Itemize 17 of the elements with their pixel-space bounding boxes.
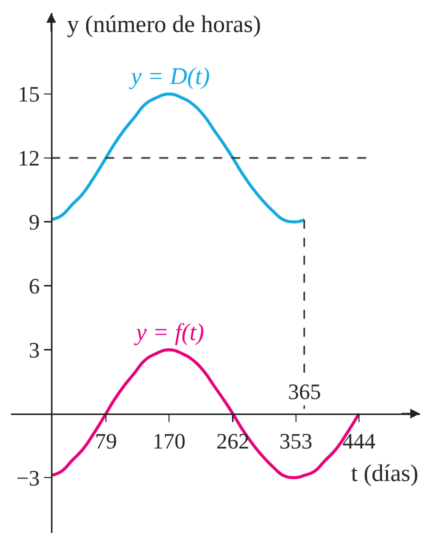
x-tick-label: 353 bbox=[279, 428, 312, 454]
line-series bbox=[50, 92, 306, 224]
y-tick-label: 15 bbox=[18, 82, 40, 107]
y-tick-label: 6 bbox=[28, 273, 40, 298]
series-label: y = f(t) bbox=[134, 320, 204, 346]
annotation: 365 bbox=[288, 379, 321, 404]
y-axis-title: y (número de horas) bbox=[67, 12, 261, 38]
series-label: y = D(t) bbox=[129, 64, 210, 90]
x-axis-title: t (días) bbox=[351, 461, 418, 487]
y-tick-label: 12 bbox=[18, 146, 40, 171]
y-tick-label: 3 bbox=[28, 337, 40, 362]
x-tick-label: 262 bbox=[216, 428, 250, 454]
y-tick-label: −3 bbox=[16, 465, 40, 490]
y-tick-label: 9 bbox=[28, 210, 40, 235]
x-tick-label: 170 bbox=[152, 428, 186, 454]
x-tick-label: 79 bbox=[94, 428, 117, 454]
x-tick-label: 444 bbox=[342, 428, 376, 454]
